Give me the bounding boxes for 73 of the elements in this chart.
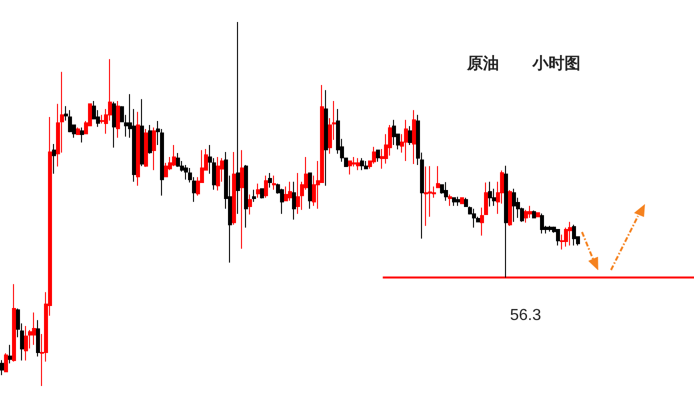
candlestick: [136, 111, 140, 186]
candlestick: [436, 166, 440, 188]
candlestick: [116, 100, 120, 138]
candlestick: [252, 189, 256, 202]
candlestick: [140, 98, 144, 167]
candlestick: [176, 152, 180, 168]
candlestick: [292, 181, 296, 220]
candlestick: [348, 160, 352, 176]
candlestick: [236, 22, 240, 214]
candlestick: [480, 207, 484, 236]
candlestick: [540, 212, 544, 234]
candlestick: [232, 151, 236, 226]
candlestick: [32, 312, 36, 346]
candlestick: [24, 325, 28, 362]
candlestick: [484, 182, 488, 216]
candlestick: [448, 194, 452, 206]
candlestick: [244, 164, 248, 228]
candlestick: [256, 183, 260, 198]
candlestick: [12, 284, 16, 362]
candlestick: [184, 164, 188, 180]
candlestick: [504, 165, 508, 278]
candlestick: [248, 194, 252, 216]
candlestick: [288, 181, 292, 202]
candlestick: [548, 225, 552, 232]
candlestick: [264, 175, 268, 198]
candlestick: [268, 172, 272, 188]
candlestick: [536, 212, 540, 218]
candlestick: [296, 172, 300, 214]
candlestick: [568, 221, 572, 246]
candlestick: [508, 190, 512, 226]
candlestick: [472, 208, 476, 228]
candlestick: [404, 119, 408, 162]
candlestick: [148, 124, 152, 154]
candlestick: [80, 127, 84, 143]
candlestick: [356, 158, 360, 171]
candlestick: [452, 197, 456, 206]
candlestick: [408, 126, 412, 146]
candlestick: [572, 224, 576, 246]
candlestick: [4, 352, 8, 373]
candlestick: [284, 186, 288, 202]
candlestick: [172, 144, 176, 167]
candlestick: [488, 181, 492, 208]
annotation: 56.3: [510, 307, 542, 324]
candlestick: [528, 205, 532, 218]
candlestick: [144, 128, 148, 168]
candlestick: [556, 228, 560, 246]
candlestick: [272, 175, 276, 190]
candlestick: [392, 119, 396, 146]
candlestick: [460, 197, 464, 204]
candlestick: [364, 160, 368, 170]
candlestick: [372, 146, 376, 164]
candlestick: [444, 182, 448, 202]
candlestick: [456, 196, 460, 206]
candlestick: [412, 110, 416, 164]
candlestick: [8, 344, 12, 364]
candlestick: [240, 150, 244, 250]
candlestick: [52, 143, 56, 174]
candlestick: [324, 90, 328, 186]
candlestick: [360, 158, 364, 171]
text: 原油 小时图: [466, 54, 580, 72]
candlestick: [512, 188, 516, 222]
candlestick: [260, 188, 264, 200]
candlestick: [76, 127, 80, 135]
candlestick: [152, 127, 156, 171]
candlestick: [524, 209, 528, 224]
candlestick: [216, 156, 220, 192]
candlestick: [36, 320, 40, 358]
candlestick: [424, 166, 428, 226]
candlestick: [376, 150, 380, 162]
candlestick: [308, 172, 312, 210]
candlestick: [532, 210, 536, 218]
candlestick: [0, 360, 4, 376]
candlestick: [112, 101, 116, 148]
